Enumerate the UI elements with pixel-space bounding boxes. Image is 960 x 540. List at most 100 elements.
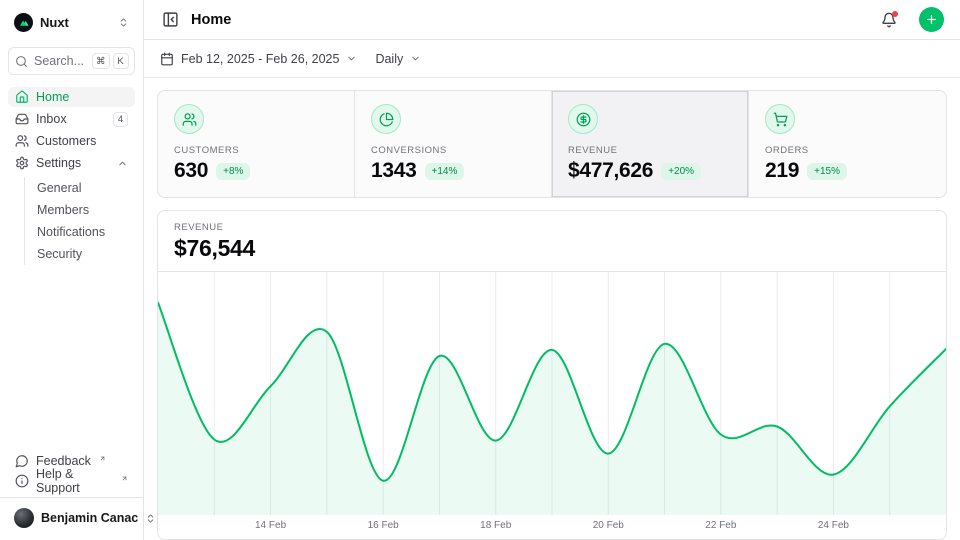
sidebar-item-label: Feedback — [36, 454, 91, 468]
sidebar-item-label: Home — [36, 90, 128, 104]
stat-label: CUSTOMERS — [174, 145, 338, 156]
x-tick-label: 24 Feb — [818, 520, 849, 531]
stat-value: 219 — [765, 159, 799, 183]
stat-label: ORDERS — [765, 145, 930, 156]
avatar — [14, 508, 34, 528]
workspace-switcher[interactable]: Nuxt — [8, 8, 135, 37]
stat-value: $477,626 — [568, 159, 653, 183]
sidebar-item-label: Customers — [36, 134, 128, 148]
calendar-icon — [160, 52, 174, 66]
external-link-icon — [99, 455, 106, 462]
gear-icon — [15, 156, 29, 170]
chart-x-axis: 14 Feb 16 Feb 18 Feb 20 Feb 22 Feb 24 Feb — [158, 515, 946, 539]
user-name: Benjamin Canac — [41, 511, 138, 525]
info-circle-icon — [15, 474, 29, 488]
stat-value: 630 — [174, 159, 208, 183]
nuxt-logo-icon — [14, 13, 33, 32]
sidebar-nav: Home Inbox 4 Customers Settings — [8, 87, 135, 265]
chevron-up-icon — [117, 158, 128, 169]
stat-value: 1343 — [371, 159, 417, 183]
kbd-cmd: ⌘ — [92, 53, 110, 69]
user-menu[interactable]: Benjamin Canac — [8, 504, 135, 532]
sidebar-item-customers[interactable]: Customers — [8, 131, 135, 151]
search-box[interactable]: ⌘ K — [8, 47, 135, 75]
granularity-select[interactable]: Daily — [375, 48, 421, 70]
chart-header: REVENUE $76,544 — [158, 211, 946, 272]
stat-card-orders[interactable]: ORDERS 219 +15% — [749, 91, 946, 197]
page-title: Home — [191, 12, 869, 28]
sidebar-item-general[interactable]: General — [25, 177, 135, 199]
content: CUSTOMERS 630 +8% CONVERSIONS 1343 +14% — [144, 78, 960, 540]
stat-delta-badge: +14% — [425, 163, 465, 180]
stat-card-revenue[interactable]: REVENUE $477,626 +20% — [552, 91, 749, 197]
notifications-button[interactable] — [879, 10, 899, 30]
panel-left-close-icon — [162, 11, 179, 28]
sidebar-subitem-label: Notifications — [37, 225, 105, 239]
x-tick-label: 22 Feb — [705, 520, 736, 531]
search-input[interactable] — [34, 54, 86, 68]
x-tick-label: 20 Feb — [593, 520, 624, 531]
notification-dot — [892, 11, 898, 17]
users-icon — [15, 134, 29, 148]
revenue-area-chart[interactable] — [158, 272, 946, 515]
stat-card-conversions[interactable]: CONVERSIONS 1343 +14% — [355, 91, 552, 197]
main-panel: Home Feb 12, 2025 - Feb 26, 2025 — [144, 0, 960, 540]
pie-chart-icon — [371, 104, 401, 134]
chart-metric-value: $76,544 — [174, 235, 930, 262]
chart-plot-area[interactable] — [158, 272, 946, 515]
sidebar-item-inbox[interactable]: Inbox 4 — [8, 109, 135, 129]
date-range-label: Feb 12, 2025 - Feb 26, 2025 — [181, 52, 339, 66]
external-link-icon — [121, 475, 128, 482]
chevron-down-icon — [346, 53, 357, 64]
create-button[interactable] — [919, 7, 944, 32]
x-tick-label: 16 Feb — [368, 520, 399, 531]
sidebar-spacer — [8, 265, 135, 451]
sidebar-subitem-label: General — [37, 181, 81, 195]
stat-delta-badge: +15% — [807, 163, 847, 180]
inbox-icon — [15, 112, 29, 126]
plus-icon — [925, 13, 938, 26]
sidebar-item-settings[interactable]: Settings — [8, 153, 135, 173]
search-shortcut: ⌘ K — [92, 53, 129, 69]
sidebar-item-home[interactable]: Home — [8, 87, 135, 107]
date-range-picker[interactable]: Feb 12, 2025 - Feb 26, 2025 — [160, 48, 357, 70]
stats-strip: CUSTOMERS 630 +8% CONVERSIONS 1343 +14% — [157, 90, 947, 198]
sidebar-subitem-label: Security — [37, 247, 82, 261]
home-icon — [15, 90, 29, 104]
sidebar-item-notifications[interactable]: Notifications — [25, 221, 135, 243]
sidebar: Nuxt ⌘ K Home — [0, 0, 144, 540]
topbar: Home — [144, 0, 960, 40]
sidebar-item-members[interactable]: Members — [25, 199, 135, 221]
search-icon — [15, 55, 28, 68]
users-icon — [174, 104, 204, 134]
collapse-sidebar-button[interactable] — [160, 9, 181, 30]
filter-toolbar: Feb 12, 2025 - Feb 26, 2025 Daily — [144, 40, 960, 78]
app-window: Nuxt ⌘ K Home — [0, 0, 960, 540]
x-tick-label: 18 Feb — [480, 520, 511, 531]
chevron-down-icon — [410, 53, 421, 64]
cart-icon — [765, 104, 795, 134]
settings-submenu: General Members Notifications Security — [24, 177, 135, 265]
stat-delta-badge: +20% — [661, 163, 701, 180]
inbox-count-badge: 4 — [113, 112, 128, 127]
stat-label: REVENUE — [568, 145, 732, 156]
workspace-name: Nuxt — [40, 15, 111, 30]
sidebar-item-security[interactable]: Security — [25, 243, 135, 265]
chevrons-up-down-icon — [118, 17, 129, 28]
stat-card-customers[interactable]: CUSTOMERS 630 +8% — [158, 91, 355, 197]
sidebar-item-label: Inbox — [36, 112, 106, 126]
granularity-label: Daily — [375, 52, 403, 66]
revenue-chart-card: REVENUE $76,544 14 Feb 16 Feb 18 Feb 20 Feb… — [157, 210, 947, 540]
sidebar-subitem-label: Members — [37, 203, 89, 217]
message-circle-icon — [15, 454, 29, 468]
circle-dollar-icon — [568, 104, 598, 134]
x-tick-label: 14 Feb — [255, 520, 286, 531]
sidebar-item-help-support[interactable]: Help & Support — [8, 471, 135, 491]
kbd-k: K — [113, 53, 129, 69]
sidebar-divider — [0, 497, 143, 498]
stat-delta-badge: +8% — [216, 163, 250, 180]
sidebar-item-label: Settings — [36, 156, 110, 170]
stat-label: CONVERSIONS — [371, 145, 535, 156]
chart-metric-label: REVENUE — [174, 222, 930, 233]
sidebar-item-label: Help & Support — [36, 467, 113, 495]
